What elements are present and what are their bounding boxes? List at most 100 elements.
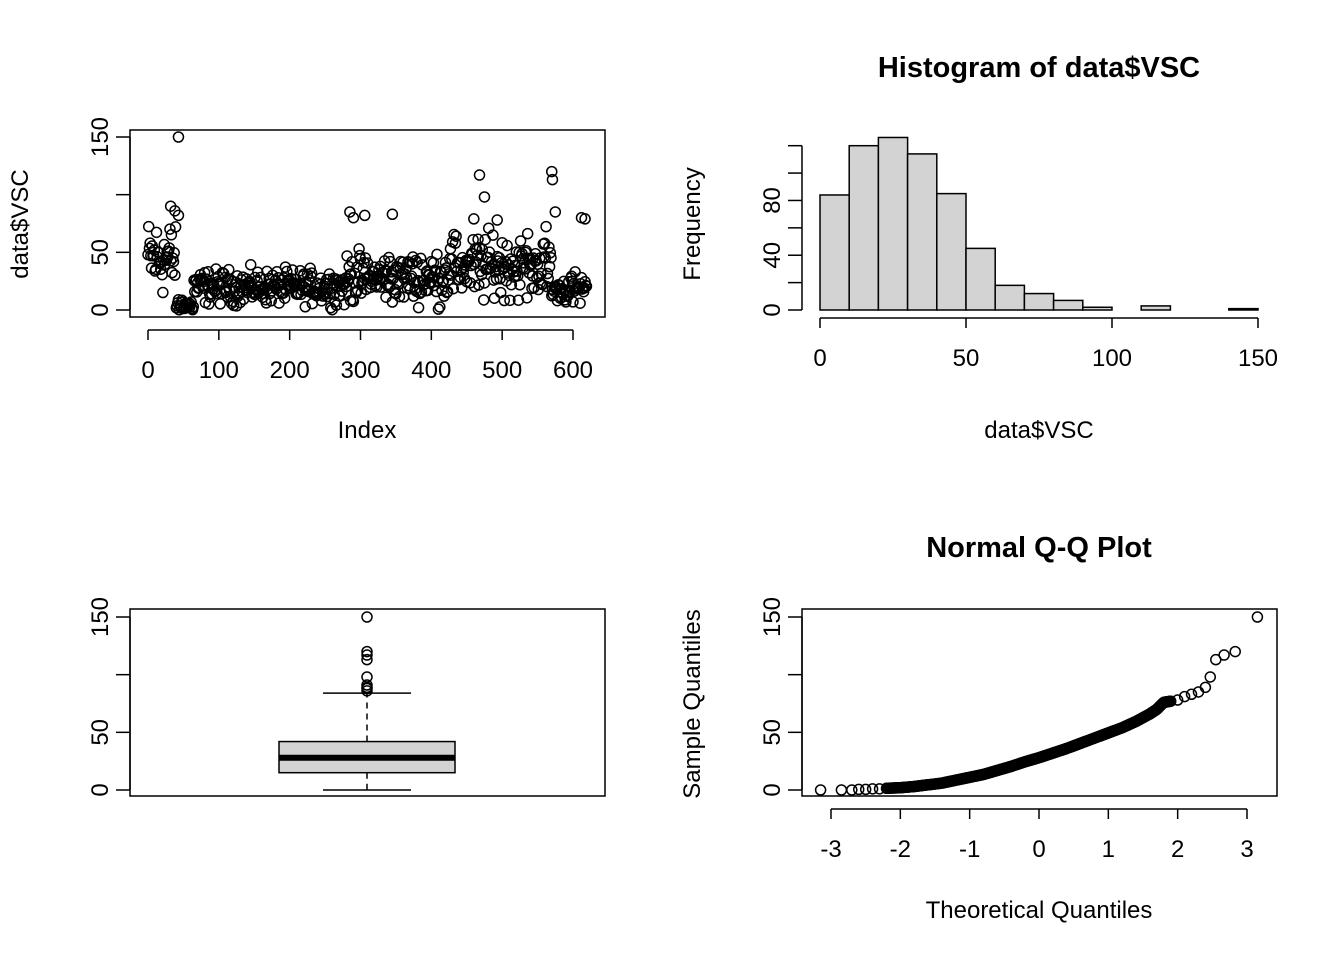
histogram: Histogram of data$VSC 0 50 100 150 0 40 80 dat… — [679, 52, 1278, 444]
index-plot-point — [168, 247, 180, 259]
histogram-xlabel: data$VSC — [984, 417, 1093, 444]
histogram-y-tick-label: 0 — [759, 303, 786, 316]
index-plot-y-tick-label: 50 — [87, 239, 114, 266]
qq-plot-point — [859, 783, 872, 796]
index-plot-point — [414, 252, 427, 265]
histogram-title: Histogram of data$VSC — [878, 52, 1200, 84]
qq-plot-point — [846, 784, 858, 796]
index-plot-point — [511, 265, 523, 277]
index-plot-point — [172, 131, 185, 143]
qq-plot-point — [1164, 695, 1177, 707]
index-plot-point — [472, 233, 484, 246]
qq-plot-x-tick-label: 2 — [1171, 836, 1184, 863]
index-plot-point — [504, 294, 516, 307]
index-plot-point — [567, 296, 579, 308]
histogram-y-tick-label: 80 — [759, 187, 786, 214]
histogram-bar — [965, 247, 996, 311]
qq-plot-point — [1251, 611, 1264, 623]
index-plot: 0 100 200 300 400 500 600 0 50 150 Index data$VSC — [7, 117, 606, 444]
index-plot-x-tick-label: 300 — [340, 357, 380, 384]
qq-plot-point — [1171, 694, 1184, 706]
histogram-x-tick-label: 150 — [1238, 345, 1278, 372]
index-plot-point — [150, 226, 163, 239]
histogram-bar — [1023, 292, 1055, 311]
boxplot-outlier — [361, 685, 373, 697]
boxplot-y-tick-label: 0 — [87, 783, 114, 796]
histogram-bar — [1082, 306, 1113, 311]
index-plot-point — [234, 296, 246, 309]
index-plot-point — [142, 220, 155, 233]
index-plot-point — [448, 228, 460, 241]
index-plot-point — [187, 300, 200, 313]
index-plot-point — [498, 294, 511, 307]
qq-plot-y-tick-label: 50 — [759, 719, 786, 746]
qq-plot-x-tick-label: 3 — [1240, 836, 1253, 863]
histogram-bar — [936, 192, 967, 311]
histogram-y-tick-label: 40 — [759, 242, 786, 269]
index-plot-point — [560, 296, 572, 308]
index-plot-axes: 0 100 200 300 400 500 600 0 50 150 — [87, 117, 593, 384]
index-plot-point — [546, 173, 559, 186]
index-plot-point — [172, 209, 185, 222]
index-plot-x-tick-label: 0 — [141, 357, 154, 384]
index-plot-point — [347, 211, 360, 224]
index-plot-point — [473, 169, 486, 181]
qq-plot-axes: -3 -2 -1 0 1 2 3 0 50 150 — [759, 597, 1254, 863]
index-plot-point — [542, 272, 554, 285]
qq-plot-x-tick-label: -1 — [959, 836, 980, 863]
qq-plot-point — [852, 783, 865, 796]
qq-plot-points — [814, 611, 1264, 796]
index-plot-point — [473, 279, 485, 291]
index-plot-point — [169, 269, 181, 281]
histogram-bar — [1140, 305, 1172, 311]
index-plot-point — [521, 227, 534, 240]
boxplot-axes: 0 50 150 — [87, 597, 131, 797]
qq-plot-xlabel: Theoretical Quantiles — [926, 897, 1153, 924]
index-plot-ylabel: data$VSC — [7, 169, 34, 278]
index-plot-y-tick-label: 150 — [87, 117, 114, 157]
index-plot-point — [546, 165, 558, 178]
boxplot-outlier — [361, 649, 373, 661]
index-plot-point — [299, 301, 311, 313]
index-plot-point — [450, 230, 462, 242]
histogram-axes: 0 50 100 150 0 40 80 — [759, 144, 1278, 372]
index-plot-point — [169, 221, 182, 233]
qq-plot-point — [1185, 688, 1198, 701]
index-plot-point — [514, 235, 527, 247]
histogram-bar — [906, 153, 938, 311]
qq-plot-point — [1178, 690, 1191, 703]
index-plot-point — [549, 206, 562, 218]
qq-plot-y-tick-label: 150 — [759, 597, 786, 637]
index-plot-point — [393, 290, 406, 303]
index-plot-point — [514, 279, 526, 291]
index-plot-point — [543, 260, 556, 273]
histogram-bar — [819, 194, 850, 311]
index-plot-point — [437, 275, 450, 287]
index-plot-point — [447, 282, 460, 295]
index-plot-point — [359, 252, 372, 264]
index-plot-point — [358, 256, 370, 269]
histogram-x-tick-label: 50 — [953, 345, 980, 372]
index-plot-point — [344, 206, 356, 218]
index-plot-point — [304, 262, 316, 275]
index-plot-y-tick-label: 0 — [87, 303, 114, 316]
index-plot-point — [580, 280, 593, 292]
index-plot-point — [493, 252, 506, 264]
index-plot-point — [305, 267, 318, 279]
index-plot-xlabel: Index — [338, 417, 397, 444]
qq-plot-title: Normal Q-Q Plot — [926, 532, 1152, 564]
index-plot-point — [487, 229, 499, 241]
index-plot-point — [432, 303, 445, 315]
qq-plot-point — [814, 784, 827, 796]
histogram-bars — [819, 136, 1259, 311]
qq-plot-y-tick-label: 0 — [759, 783, 786, 796]
qq-plot-point — [1204, 671, 1217, 683]
index-plot-point — [545, 251, 557, 264]
index-plot-point — [478, 191, 491, 203]
index-plot-point — [350, 286, 362, 299]
index-plot-point — [543, 241, 555, 253]
index-plot-point — [386, 208, 399, 221]
boxplot-y-tick-label: 150 — [87, 597, 114, 637]
qq-plot-x-tick-label: 0 — [1032, 836, 1045, 863]
